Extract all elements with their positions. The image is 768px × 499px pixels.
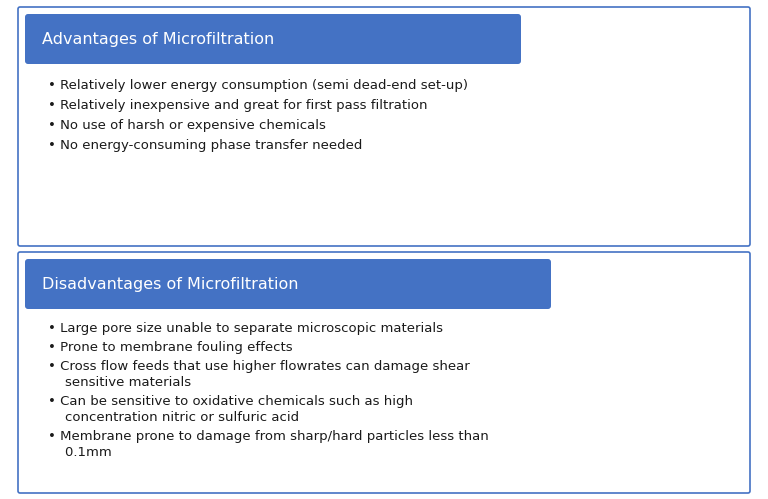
Text: • Large pore size unable to separate microscopic materials: • Large pore size unable to separate mic… [48, 322, 443, 335]
Text: Advantages of Microfiltration: Advantages of Microfiltration [42, 31, 274, 46]
Text: • Prone to membrane fouling effects: • Prone to membrane fouling effects [48, 341, 293, 354]
Text: • Can be sensitive to oxidative chemicals such as high
    concentration nitric : • Can be sensitive to oxidative chemical… [48, 395, 413, 424]
FancyBboxPatch shape [25, 259, 551, 309]
FancyBboxPatch shape [18, 252, 750, 493]
Text: Disadvantages of Microfiltration: Disadvantages of Microfiltration [42, 276, 299, 291]
Text: • No use of harsh or expensive chemicals: • No use of harsh or expensive chemicals [48, 119, 326, 132]
Text: • Relatively lower energy consumption (semi dead-end set-up): • Relatively lower energy consumption (s… [48, 79, 468, 92]
Text: • No energy-consuming phase transfer needed: • No energy-consuming phase transfer nee… [48, 139, 362, 152]
Text: • Membrane prone to damage from sharp/hard particles less than
    0.1mm: • Membrane prone to damage from sharp/ha… [48, 430, 488, 459]
FancyBboxPatch shape [18, 7, 750, 246]
Text: • Cross flow feeds that use higher flowrates can damage shear
    sensitive mate: • Cross flow feeds that use higher flowr… [48, 360, 470, 389]
FancyBboxPatch shape [25, 14, 521, 64]
Text: • Relatively inexpensive and great for first pass filtration: • Relatively inexpensive and great for f… [48, 99, 428, 112]
